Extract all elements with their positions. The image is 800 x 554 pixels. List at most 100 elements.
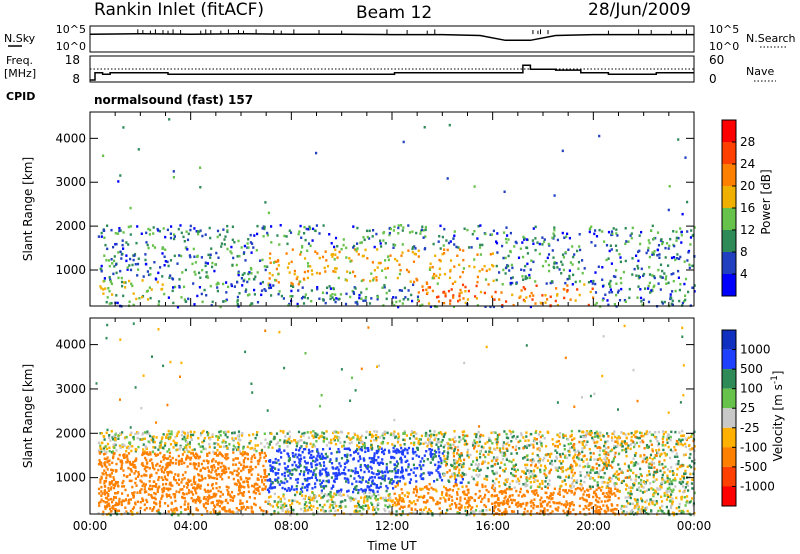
power-cell xyxy=(505,226,508,229)
velocity-cell xyxy=(576,456,579,459)
velocity-cell xyxy=(574,488,577,491)
power-cell xyxy=(637,267,640,270)
velocity-cell xyxy=(535,438,538,441)
velocity-cell xyxy=(520,434,523,437)
velocity-cell xyxy=(437,466,440,469)
velocity-cell xyxy=(640,478,643,482)
power-cell xyxy=(693,284,696,287)
velocity-cell xyxy=(303,441,306,444)
velocity-cell xyxy=(458,502,461,506)
velocity-cell xyxy=(494,494,497,497)
velocity-cell xyxy=(495,494,499,497)
velocity-cell xyxy=(499,451,502,454)
velocity-cell xyxy=(563,511,566,515)
power-cell xyxy=(264,289,267,292)
velocity-cell xyxy=(645,489,648,493)
power-cell xyxy=(416,295,420,298)
velocity-cell xyxy=(642,440,645,444)
power-cell xyxy=(309,227,312,230)
power-cell xyxy=(507,238,510,241)
power-cell xyxy=(209,253,212,256)
velocity-cell xyxy=(321,457,324,460)
velocity-cell xyxy=(121,431,124,434)
velocity-cell xyxy=(151,464,154,467)
velocity-cell xyxy=(115,449,118,452)
velocity-cell xyxy=(400,461,403,464)
power-cell xyxy=(564,251,567,254)
velocity-cell xyxy=(693,445,696,448)
velocity-cell xyxy=(201,477,204,481)
velocity-cell xyxy=(621,480,624,483)
colorbar-segment xyxy=(722,186,736,208)
velocity-cell xyxy=(303,470,306,473)
power-cell xyxy=(128,300,131,303)
velocity-cell xyxy=(190,483,193,486)
velocity-cell xyxy=(688,475,691,479)
velocity-cell xyxy=(136,491,139,494)
power-cell xyxy=(263,288,266,291)
velocity-cell xyxy=(616,504,619,507)
power-cell xyxy=(377,261,380,265)
power-cell xyxy=(637,285,640,288)
velocity-cell xyxy=(625,447,628,451)
velocity-cell xyxy=(557,439,560,443)
power-cell xyxy=(411,246,415,249)
power-cell xyxy=(547,242,550,246)
power-cell xyxy=(466,298,469,301)
velocity-cell xyxy=(103,457,106,460)
velocity-cell xyxy=(433,453,436,456)
velocity-cell xyxy=(113,486,116,490)
velocity-cell xyxy=(682,511,685,514)
velocity-cell xyxy=(170,502,173,505)
power-cell xyxy=(248,271,251,274)
velocity-cell xyxy=(610,436,614,439)
velocity-cell xyxy=(666,468,670,471)
power-cell xyxy=(549,304,552,307)
velocity-cell xyxy=(630,431,633,435)
velocity-cell xyxy=(139,489,142,493)
velocity-cell xyxy=(313,445,316,448)
velocity-cell xyxy=(266,442,269,445)
power-cell xyxy=(579,248,582,252)
power-cell xyxy=(389,254,392,257)
velocity-cell xyxy=(690,497,694,500)
velocity-cell xyxy=(337,468,340,471)
power-cell xyxy=(137,148,140,151)
power-cell xyxy=(196,294,199,298)
velocity-cell xyxy=(448,494,451,497)
velocity-cell xyxy=(281,486,284,490)
power-cell xyxy=(306,297,309,300)
velocity-cell xyxy=(606,485,609,488)
velocity-cell xyxy=(534,431,537,434)
velocity-cell xyxy=(536,485,539,488)
velocity-cell xyxy=(256,478,259,481)
velocity-cell xyxy=(528,469,531,472)
power-cell xyxy=(309,244,312,248)
velocity-cell xyxy=(209,438,212,441)
power-cell xyxy=(236,295,239,299)
velocity-cell xyxy=(487,453,490,456)
power-cell xyxy=(398,263,401,266)
power-cell xyxy=(326,286,329,289)
power-cell xyxy=(489,233,492,236)
power-cell xyxy=(180,296,183,299)
velocity-cell xyxy=(199,487,202,490)
velocity-cell xyxy=(411,431,414,434)
velocity-cell xyxy=(122,499,125,503)
power-cell xyxy=(199,276,202,279)
power-cell xyxy=(638,249,641,253)
velocity-cell xyxy=(585,513,588,516)
velocity-cell xyxy=(154,497,157,501)
power-cell xyxy=(266,265,269,268)
power-cell xyxy=(269,283,272,287)
power-cell xyxy=(680,230,683,234)
velocity-cell xyxy=(236,434,239,438)
velocity-cell xyxy=(335,493,338,497)
velocity-cell xyxy=(160,437,163,441)
velocity-cell xyxy=(277,500,280,504)
velocity-cell xyxy=(120,501,123,504)
power-cell xyxy=(670,296,673,300)
velocity-cell xyxy=(646,432,649,436)
power-cell xyxy=(267,282,270,286)
velocity-cell xyxy=(516,468,519,472)
